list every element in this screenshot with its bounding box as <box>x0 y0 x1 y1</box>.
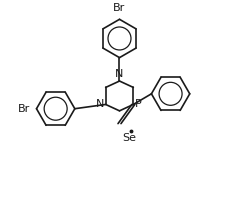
Text: N: N <box>115 69 124 79</box>
Text: N: N <box>96 99 104 109</box>
Text: Br: Br <box>18 104 31 114</box>
Text: Se: Se <box>123 133 137 143</box>
Text: P: P <box>135 99 142 109</box>
Text: Br: Br <box>113 3 126 13</box>
